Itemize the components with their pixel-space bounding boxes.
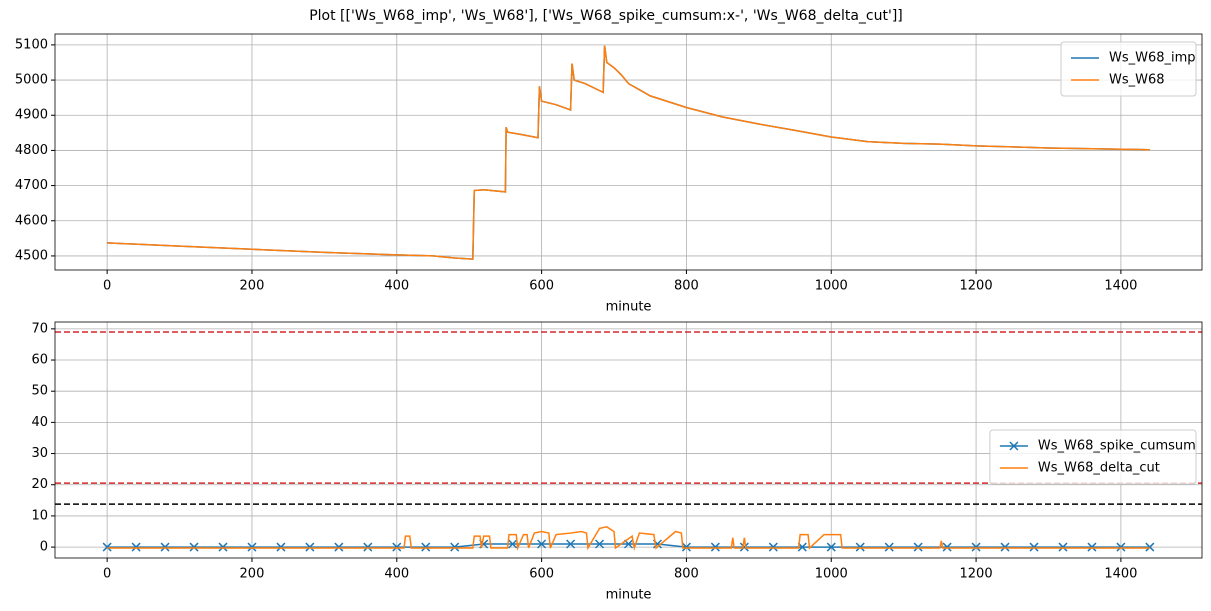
point-marker xyxy=(595,539,605,549)
y-tick-label: 5000 xyxy=(15,73,48,88)
y-tick-label: 4500 xyxy=(15,248,48,263)
x-tick-label: 800 xyxy=(674,567,699,582)
y-tick-label: 4900 xyxy=(15,108,48,123)
point-marker xyxy=(884,542,894,552)
x-tick-label: 600 xyxy=(529,567,554,582)
series-line xyxy=(107,526,1150,551)
figure-title: Plot [['Ws_W68_imp', 'Ws_W68'], ['Ws_W68… xyxy=(309,8,903,24)
legend-box xyxy=(1060,41,1197,97)
y-tick-label: 20 xyxy=(31,477,48,492)
x-tick-label: 1200 xyxy=(960,279,993,294)
point-marker xyxy=(508,539,518,549)
point-marker xyxy=(913,542,923,552)
point-marker xyxy=(189,542,199,552)
x-tick-label: 400 xyxy=(384,279,409,294)
legend: Ws_W68_spike_cumsum Ws_W68_delta_cut xyxy=(989,429,1197,485)
y-tick-label: 40 xyxy=(31,415,48,430)
point-marker xyxy=(450,542,460,552)
point-marker xyxy=(681,542,691,552)
legend-label: Ws_W68_imp xyxy=(1109,51,1196,66)
point-marker xyxy=(1145,542,1155,552)
point-marker xyxy=(276,542,286,552)
point-marker xyxy=(421,542,431,552)
legend-marker xyxy=(1009,441,1019,451)
point-marker xyxy=(566,539,576,549)
legend: Ws_W68_imp Ws_W68 xyxy=(1060,41,1197,97)
x-tick-label: 200 xyxy=(240,567,265,582)
point-marker xyxy=(392,542,402,552)
x-tick-label: 0 xyxy=(103,279,111,294)
x-tick-label: 600 xyxy=(529,279,554,294)
series-line xyxy=(107,45,1150,260)
point-marker xyxy=(537,539,547,549)
point-marker xyxy=(1000,542,1010,552)
point-marker xyxy=(710,542,720,552)
axes-frame xyxy=(54,321,1203,559)
point-marker xyxy=(1029,542,1039,552)
y-tick-label: 4700 xyxy=(15,178,48,193)
x-tick-label: 800 xyxy=(674,279,699,294)
x-tick-label: 0 xyxy=(103,567,111,582)
x-tick-label: 1400 xyxy=(1104,567,1137,582)
x-axis-label: minute xyxy=(606,588,652,603)
y-tick-label: 50 xyxy=(31,384,48,399)
legend-label: Ws_W68_delta_cut xyxy=(1038,461,1160,476)
y-tick-label: 70 xyxy=(31,321,48,336)
point-marker xyxy=(855,542,865,552)
x-tick-label: 1000 xyxy=(815,279,848,294)
x-tick-label: 400 xyxy=(384,567,409,582)
point-marker xyxy=(1116,542,1126,552)
y-tick-label: 60 xyxy=(31,353,48,368)
x-axis-label: minute xyxy=(606,300,652,315)
point-marker xyxy=(131,542,141,552)
y-tick-label: 30 xyxy=(31,446,48,461)
y-tick-label: 10 xyxy=(31,508,48,523)
point-marker xyxy=(1087,542,1097,552)
x-tick-label: 1400 xyxy=(1104,279,1137,294)
y-tick-label: 4600 xyxy=(15,213,48,228)
point-marker xyxy=(160,542,170,552)
axes-frame xyxy=(54,33,1203,271)
point-marker xyxy=(768,542,778,552)
x-tick-label: 1000 xyxy=(815,567,848,582)
legend-label: Ws_W68 xyxy=(1109,73,1165,88)
plot-area xyxy=(107,45,1150,260)
x-tick-label: 1200 xyxy=(960,567,993,582)
point-marker xyxy=(363,542,373,552)
point-marker xyxy=(1058,542,1068,552)
point-marker xyxy=(218,542,228,552)
point-marker xyxy=(247,542,257,552)
point-marker xyxy=(942,542,952,552)
y-tick-label: 5100 xyxy=(15,37,48,52)
point-marker xyxy=(102,542,112,552)
y-tick-label: 0 xyxy=(40,540,48,555)
legend-box xyxy=(989,429,1197,485)
point-marker xyxy=(305,542,315,552)
point-marker xyxy=(334,542,344,552)
point-marker xyxy=(971,542,981,552)
x-tick-label: 200 xyxy=(240,279,265,294)
legend-label: Ws_W68_spike_cumsum xyxy=(1038,439,1196,454)
point-marker xyxy=(826,542,836,552)
point-marker xyxy=(739,542,749,552)
y-tick-label: 4800 xyxy=(15,143,48,158)
